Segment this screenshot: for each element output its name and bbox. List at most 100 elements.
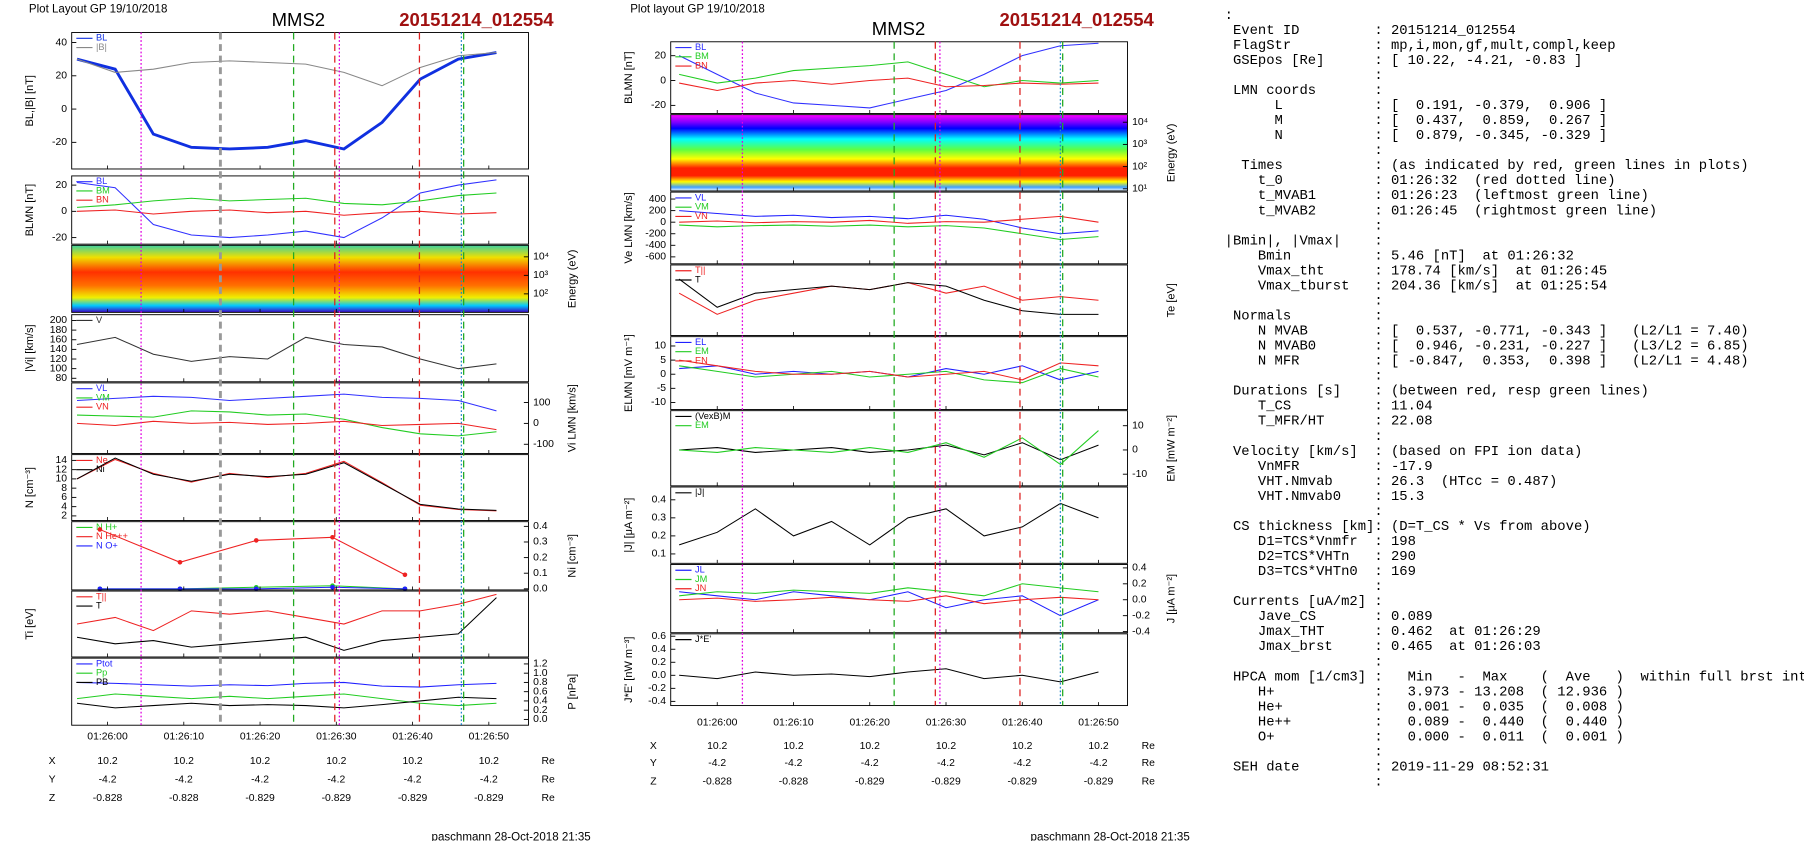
info-line: SEH date : 2019-11-29 08:52:31 <box>1225 760 1549 776</box>
y-tick-label: 0 <box>61 104 67 115</box>
info-line: t_MVAB1 : 01:26:23 (leftmost green line) <box>1225 188 1649 204</box>
legend-label: V <box>96 315 103 325</box>
panel: -20 0 20 40 BL,|B| [nT] BL|B| <box>24 32 529 170</box>
coord-value: -0.828 <box>703 777 733 788</box>
series-point <box>402 586 408 592</box>
spectrogram <box>71 245 529 313</box>
y-tick-label: 0.8 <box>533 677 548 688</box>
series-line <box>678 42 1099 109</box>
y-tick-label: 0.1 <box>533 568 548 579</box>
coord-value: 10.2 <box>402 756 422 767</box>
legend-label: |J| <box>695 487 704 497</box>
y-tick-label: -10 <box>651 397 666 408</box>
legend-label: Ptot <box>96 658 113 668</box>
panel-frame <box>71 590 529 658</box>
panel-frame <box>71 175 529 245</box>
info-line: N MVAB : [ 0.537, -0.771, -0.343 ] (L2/L… <box>1225 324 1749 340</box>
series-point <box>253 586 259 592</box>
y-tick-label: -600 <box>645 252 666 263</box>
panel: Ti [eV] T||T <box>24 590 529 658</box>
x-tick-label: 01:26:30 <box>316 732 357 743</box>
legend-label: BL <box>695 42 706 52</box>
y-tick-label: 0.2 <box>652 657 667 668</box>
y-tick-label: 1.2 <box>533 659 548 670</box>
coord-value: -4.2 <box>785 758 803 769</box>
info-line: VHT.Nmvab0 : 15.3 <box>1225 489 1425 505</box>
legend-label: EL <box>695 337 706 347</box>
coord-unit: Re <box>1142 758 1156 769</box>
coord-value: 10.2 <box>860 741 880 752</box>
coord-unit: Re <box>1142 777 1156 788</box>
info-line: Event ID : 20151214_012554 <box>1225 23 1516 39</box>
series-line <box>76 209 497 216</box>
y-tick-label: 10² <box>1132 161 1148 172</box>
coord-value: -0.829 <box>855 777 885 788</box>
legend-label: EM <box>695 346 709 356</box>
info-line: : <box>1225 293 1383 309</box>
coord-unit: Re <box>541 793 555 804</box>
info-line: VnMFR : -17.9 <box>1225 459 1433 475</box>
y-tick-label: 0.6 <box>652 631 667 642</box>
plot-header: Plot layout GP 19/10/2018 <box>630 3 765 15</box>
coord-value: -0.828 <box>93 793 123 804</box>
footer: paschmann 28-Oct-2018 21:35 <box>1031 831 1190 841</box>
y-tick-label: 10⁴ <box>533 252 549 263</box>
y-tick-label: 20 <box>655 50 667 61</box>
y-tick-label: 14 <box>56 455 68 466</box>
info-line: N MFR : [ -0.847, 0.353, 0.398 ] (L2/L1 … <box>1225 354 1749 370</box>
y-tick-label: 4 <box>61 501 67 512</box>
info-line: FlagStr : mp,i,mon,gf,mult,compl,keep <box>1225 38 1616 54</box>
y-tick-label: -20 <box>651 100 666 111</box>
y-tick-label: 1.0 <box>533 668 548 679</box>
y-tick-label: 0 <box>533 418 539 429</box>
y-axis-label: ELMN [mV m⁻¹] <box>623 334 635 412</box>
legend-label: N H+ <box>96 522 117 532</box>
legend-label: PB <box>96 677 108 687</box>
y-tick-label: 0.3 <box>652 513 667 524</box>
panel: 10¹ 10² 10³ 10⁴ Energy (eV) <box>670 114 1177 195</box>
series-line <box>679 595 1099 605</box>
series-line <box>76 597 497 651</box>
series-point <box>177 559 183 565</box>
legend-label: N He++ <box>96 531 128 541</box>
info-line: HPCA mom [1/cm3] : Min - Max ( Ave ) wit… <box>1225 669 1804 685</box>
y-tick-label: 0.6 <box>533 686 548 697</box>
series-line <box>679 210 1099 235</box>
y-tick-label: 120 <box>50 354 68 365</box>
info-line: : <box>1225 744 1383 760</box>
y-tick-label: 0.4 <box>652 644 667 655</box>
panel: 10² 10³ 10⁴ Energy (eV) <box>71 244 578 313</box>
series-point <box>330 534 335 540</box>
y-tick-label: 10¹ <box>1132 184 1148 195</box>
series-point <box>253 538 259 543</box>
coord-label: Y <box>49 774 56 785</box>
panel-frame <box>71 382 529 454</box>
legend-label: VL <box>96 383 107 393</box>
legend-label: VN <box>695 211 708 221</box>
y-axis-label: |J| [μA m⁻²] <box>623 498 635 553</box>
series-line <box>76 52 497 87</box>
legend-label: BN <box>695 60 708 70</box>
info-line: CS thickness [km]: (D=T_CS * Vs from abo… <box>1225 519 1591 535</box>
info-line: Times : (as indicated by red, green line… <box>1225 158 1749 174</box>
y-tick-label: -20 <box>52 232 67 243</box>
series-line <box>679 430 1099 466</box>
legend-label: T <box>695 274 701 284</box>
series-point <box>402 572 408 578</box>
info-line: D1=TCS*Vnmfr : 198 <box>1225 534 1416 550</box>
y-tick-label: -10 <box>1132 469 1147 480</box>
y-axis-label: BLMN [nT] <box>24 184 36 236</box>
panel: 0.1 0.2 0.3 0.4 |J| [μA m⁻²] |J| <box>623 486 1128 564</box>
coord-value: 10.2 <box>250 756 270 767</box>
x-tick-label: 01:26:10 <box>773 718 814 729</box>
y-tick-label: 0.2 <box>1132 579 1147 590</box>
series-line <box>76 696 497 709</box>
legend-label: BM <box>695 51 709 61</box>
info-line: T_CS : 11.04 <box>1225 399 1433 415</box>
y-tick-label: 0.0 <box>652 670 667 681</box>
coord-value: -4.2 <box>251 774 269 785</box>
panel-frame <box>670 633 1128 707</box>
